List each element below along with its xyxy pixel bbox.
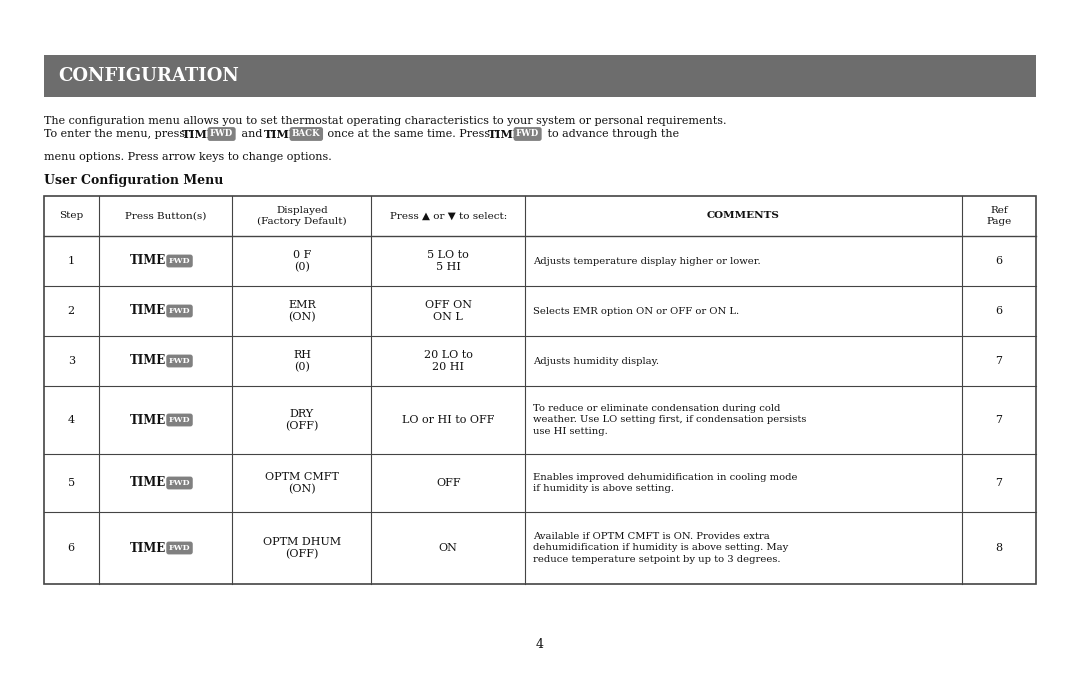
Text: menu options. Press arrow keys to change options.: menu options. Press arrow keys to change… [44,152,332,162]
Text: TIME: TIME [488,128,523,140]
Text: CONFIGURATION: CONFIGURATION [58,67,239,85]
Text: FWD: FWD [168,416,190,424]
Text: 7: 7 [996,478,1002,488]
Text: Selects EMR option ON or OFF or ON L.: Selects EMR option ON or OFF or ON L. [534,306,739,315]
Text: 0 F
(0): 0 F (0) [293,250,311,272]
Text: 3: 3 [68,356,75,366]
Text: FWD: FWD [168,307,190,315]
Text: RH
(0): RH (0) [293,350,311,372]
Text: TIME: TIME [130,254,165,267]
Text: TIME: TIME [130,354,165,367]
Text: FWD: FWD [168,544,190,552]
Text: Enables improved dehumidification in cooling mode
if humidity is above setting.: Enables improved dehumidification in coo… [534,472,798,493]
Text: Press Button(s): Press Button(s) [125,211,206,221]
Text: 4: 4 [68,415,75,425]
Text: COMMENTS: COMMENTS [707,211,780,221]
Text: 6: 6 [996,256,1002,266]
Text: 5 LO to
5 HI: 5 LO to 5 HI [428,250,469,272]
Text: Ref
Page: Ref Page [986,207,1012,225]
Text: TIME: TIME [130,414,165,427]
Text: FWD: FWD [168,479,190,487]
Text: Adjusts temperature display higher or lower.: Adjusts temperature display higher or lo… [534,256,760,265]
Text: FWD: FWD [168,257,190,265]
Text: OPTM DHUM
(OFF): OPTM DHUM (OFF) [262,537,341,559]
Text: once at the same time. Press: once at the same time. Press [324,129,494,139]
Text: 7: 7 [996,356,1002,366]
Text: 5: 5 [68,478,75,488]
Bar [44,196,1036,584]
Text: BACK: BACK [292,130,321,138]
Text: Displayed
(Factory Default): Displayed (Factory Default) [257,207,347,225]
Text: FWD: FWD [516,130,539,138]
Text: Press ▲ or ▼ to select:: Press ▲ or ▼ to select: [390,211,507,221]
Text: and: and [238,129,266,139]
Text: DRY
(OFF): DRY (OFF) [285,409,319,431]
Text: To reduce or eliminate condensation during cold
weather. Use LO setting first, i: To reduce or eliminate condensation duri… [534,404,807,436]
Text: TIME: TIME [183,128,216,140]
Bar [44,55,1036,97]
Text: to advance through the: to advance through the [544,129,679,139]
Text: The configuration menu allows you to set thermostat operating characteristics to: The configuration menu allows you to set… [44,116,727,126]
Text: Available if OPTM CMFT is ON. Provides extra
dehumidification if humidity is abo: Available if OPTM CMFT is ON. Provides e… [534,532,788,564]
Text: User Configuration Menu: User Configuration Menu [44,174,224,187]
Text: Adjusts humidity display.: Adjusts humidity display. [534,356,659,365]
Text: TIME: TIME [130,304,165,317]
Text: FWD: FWD [168,357,190,365]
Text: 4: 4 [536,639,544,651]
Text: FWD: FWD [210,130,233,138]
Text: TIME: TIME [264,128,298,140]
Text: 8: 8 [996,543,1002,553]
Text: 7: 7 [996,415,1002,425]
Text: Step: Step [59,211,83,221]
Text: OPTM CMFT
(ON): OPTM CMFT (ON) [265,472,339,494]
Text: OFF: OFF [436,478,460,488]
Text: 6: 6 [996,306,1002,316]
Text: TIME: TIME [130,541,165,554]
Text: ON: ON [438,543,458,553]
Text: OFF ON
ON L: OFF ON ON L [424,300,472,322]
Text: To enter the menu, press: To enter the menu, press [44,129,189,139]
Text: 2: 2 [68,306,75,316]
Text: EMR
(ON): EMR (ON) [288,300,315,322]
Text: 6: 6 [68,543,75,553]
Text: 1: 1 [68,256,75,266]
Text: 20 LO to
20 HI: 20 LO to 20 HI [423,350,473,372]
Text: TIME: TIME [130,477,165,489]
Text: LO or HI to OFF: LO or HI to OFF [402,415,495,425]
